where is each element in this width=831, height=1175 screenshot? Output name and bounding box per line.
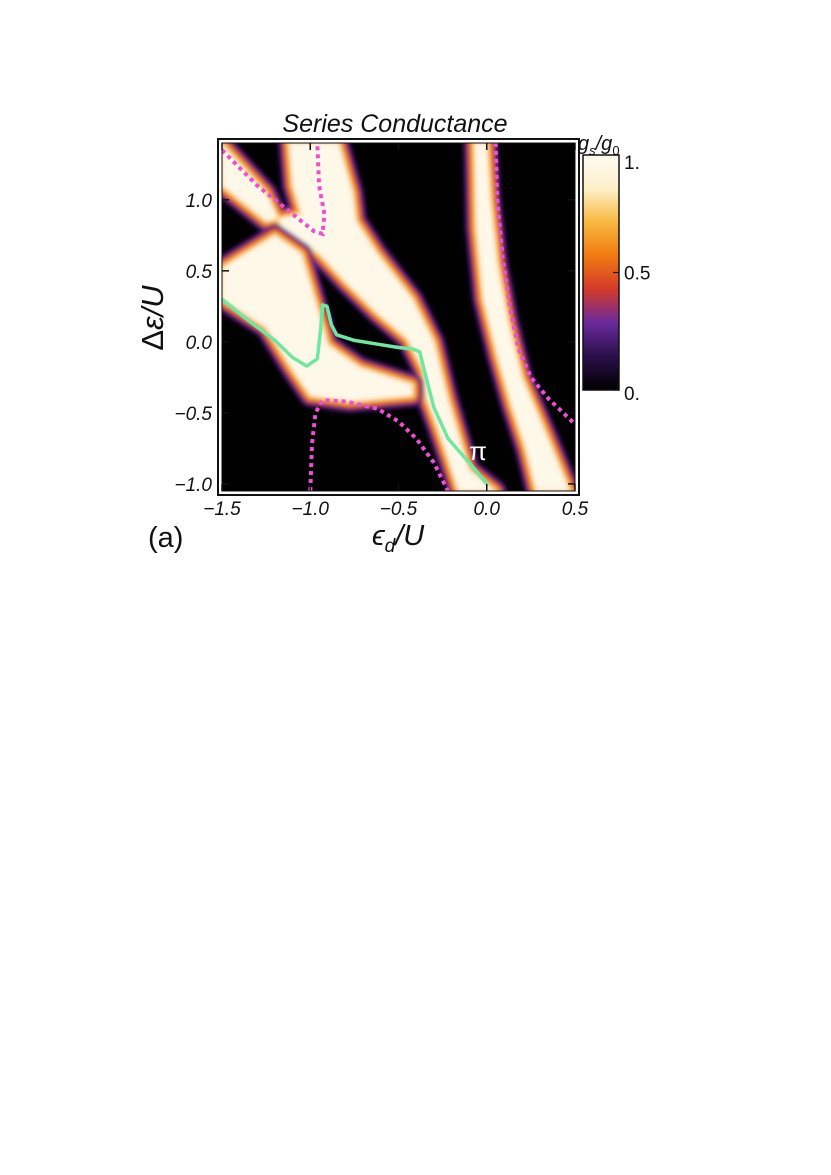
crossover-left-upper bbox=[222, 143, 327, 237]
x-axis: −1.5 −1.0 −0.5 0.0 0.5 bbox=[203, 143, 589, 520]
annotation-layer: π bbox=[469, 436, 487, 466]
x-tick-label: 0.5 bbox=[562, 499, 589, 520]
y-tick-label: −0.5 bbox=[174, 404, 212, 425]
colorbar-ticks: 0. 0.5 1. bbox=[613, 153, 650, 405]
colorbar-tick-label: 0.5 bbox=[624, 264, 650, 285]
y-axis-label: Δε/U bbox=[135, 285, 170, 351]
y-tick-label: 0.5 bbox=[186, 262, 213, 283]
overlay-curves bbox=[222, 143, 575, 491]
y-axis: −1.0 −0.5 0.0 0.5 1.0 bbox=[174, 191, 575, 496]
panel-label: (a) bbox=[148, 522, 183, 554]
chart-title: Series Conductance bbox=[282, 110, 507, 138]
y-tick-label: −1.0 bbox=[174, 475, 212, 496]
plot-frame bbox=[217, 138, 580, 496]
x-tick-label: −0.5 bbox=[380, 499, 418, 520]
x-axis-label: ϵd/U bbox=[372, 520, 425, 557]
y-tick-label: 1.0 bbox=[186, 191, 213, 212]
x-tick-label: 0.0 bbox=[474, 499, 501, 520]
x-tick-label: −1.5 bbox=[203, 499, 241, 520]
colorbar-tick-label: 0. bbox=[624, 384, 640, 405]
bright-band-1 bbox=[222, 143, 496, 491]
crossover-right bbox=[493, 143, 575, 426]
y-tick-label: 0.0 bbox=[186, 333, 213, 354]
bright-band-3 bbox=[474, 143, 570, 491]
x-tick-label: −1.0 bbox=[291, 499, 329, 520]
colorbar-label: gs/g0 bbox=[578, 133, 620, 158]
phase-transition-curve bbox=[222, 297, 489, 486]
heatmap-regions bbox=[222, 143, 575, 491]
annotation-pi: π bbox=[469, 436, 487, 466]
colorbar-tick-label: 1. bbox=[624, 153, 640, 174]
bright-band-2 bbox=[222, 235, 413, 402]
